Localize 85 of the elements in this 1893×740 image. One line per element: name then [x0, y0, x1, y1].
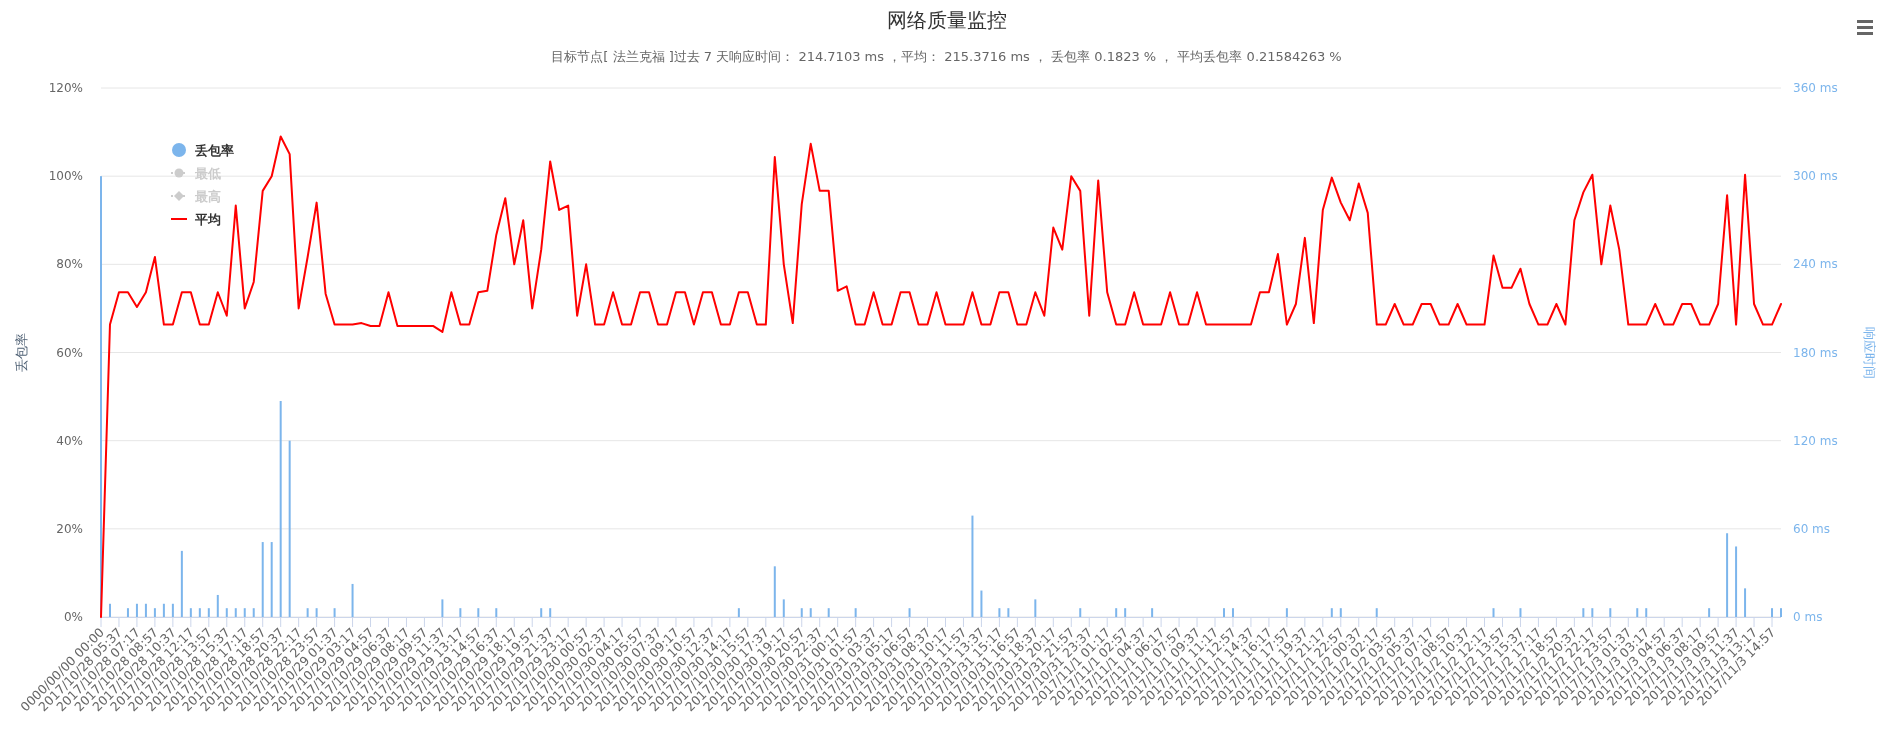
bar [171, 603, 174, 617]
bar [800, 608, 803, 617]
bar [261, 542, 264, 617]
bar [189, 608, 192, 617]
bar [1519, 608, 1522, 617]
bar [1079, 608, 1082, 617]
bar [153, 608, 156, 617]
bar [1375, 608, 1378, 617]
bar [1636, 608, 1639, 617]
bar [225, 608, 228, 617]
bar [1151, 608, 1154, 617]
bar [243, 608, 246, 617]
bar [1339, 608, 1342, 617]
bar [1330, 608, 1333, 617]
bar [549, 608, 552, 617]
bar [1591, 608, 1594, 617]
y-tick-label: 0% [63, 610, 83, 624]
bar [333, 608, 336, 617]
bar [207, 608, 210, 617]
y2-tick-label: 0 ms [1793, 610, 1823, 624]
bar [1492, 608, 1495, 617]
bar [216, 594, 219, 617]
legend-label: 丢包率 [194, 143, 234, 158]
bar [252, 608, 255, 617]
bar [1780, 608, 1782, 617]
bar [1582, 608, 1585, 617]
bar [540, 608, 543, 617]
bar [1285, 608, 1288, 617]
y2-tick-label: 360 ms [1793, 81, 1838, 95]
bar [998, 608, 1001, 617]
bar [1609, 608, 1612, 617]
bar [477, 608, 480, 617]
y2-tick-label: 240 ms [1793, 257, 1838, 272]
bar [1034, 599, 1037, 617]
bar [306, 608, 309, 617]
y2-tick-label: 120 ms [1793, 433, 1838, 448]
bar [288, 440, 291, 617]
y2-tick-label: 300 ms [1793, 169, 1838, 184]
bar [108, 603, 111, 617]
y-tick-label: 20% [56, 521, 83, 536]
bar [270, 542, 273, 617]
bar [315, 608, 318, 617]
bar [773, 566, 776, 617]
bar [495, 608, 498, 617]
y-tick-label: 80% [56, 257, 83, 272]
bar [1708, 608, 1711, 617]
bar [1726, 533, 1729, 617]
bar [198, 608, 201, 617]
bar [1735, 546, 1738, 617]
bar [980, 590, 983, 617]
y2-axis-title: 响应时间 [1862, 326, 1877, 379]
bar [351, 583, 354, 617]
y-tick-label: 60% [56, 345, 83, 360]
legend-label: 平均 [194, 212, 221, 227]
bar [135, 603, 138, 617]
bar [441, 599, 444, 617]
bar [809, 608, 812, 617]
y2-tick-label: 60 ms [1793, 521, 1831, 536]
bar [782, 599, 785, 617]
bar [144, 603, 147, 617]
bar [1222, 608, 1225, 617]
y-tick-label: 40% [56, 433, 83, 448]
bar [459, 608, 462, 617]
bar [1744, 588, 1747, 617]
bar [908, 608, 911, 617]
bar [1124, 608, 1127, 617]
y-tick-label: 120% [48, 81, 83, 95]
bar [1007, 608, 1010, 617]
y2-tick-label: 180 ms [1793, 345, 1838, 360]
bar [1231, 608, 1234, 617]
bar [1645, 608, 1648, 617]
bar [1115, 608, 1118, 617]
bar [827, 608, 830, 617]
bar [737, 608, 740, 617]
chart-subtitle: 目标节点[ 法兰克福 ]过去 7 天响应时间： 214.7103 ms ，平均： 215.3716 ms ， 丢包率 0.1823 % ， 平均丢包率 0.21584263 % [551, 49, 1342, 64]
y-axis-title: 丢包率 [14, 333, 29, 372]
bar [971, 515, 974, 617]
bar [180, 550, 183, 617]
chart-title: 网络质量监控 [886, 8, 1007, 32]
bar [234, 608, 237, 617]
bar [854, 608, 857, 617]
bar [279, 400, 282, 617]
bar [1771, 608, 1774, 617]
bar [162, 603, 165, 617]
y-tick-label: 100% [48, 169, 83, 184]
